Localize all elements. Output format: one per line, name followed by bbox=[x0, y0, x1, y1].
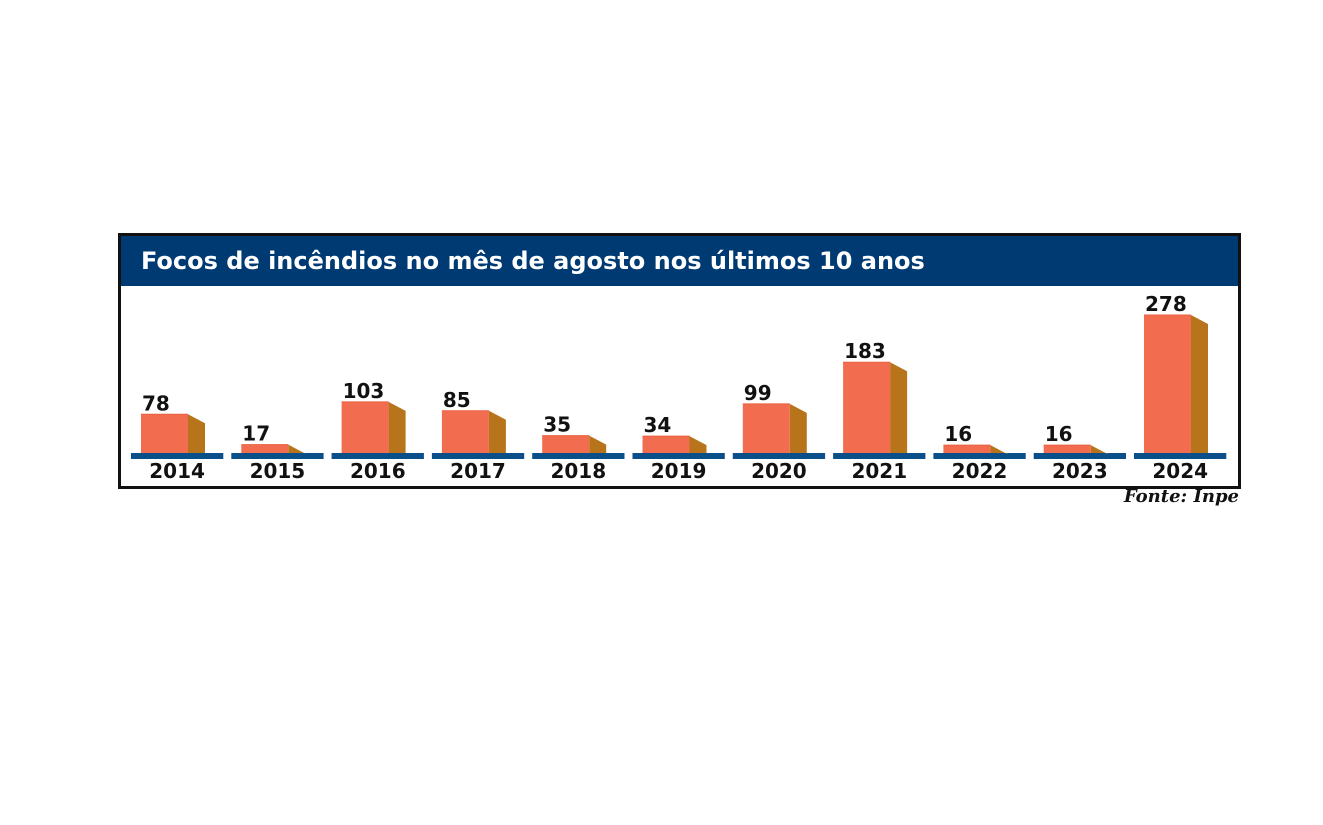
value-label: 78 bbox=[142, 391, 170, 415]
bar bbox=[241, 444, 289, 453]
value-label: 34 bbox=[644, 413, 672, 437]
category-label: 2020 bbox=[751, 459, 807, 483]
bar-side bbox=[589, 435, 607, 453]
bar bbox=[943, 445, 991, 453]
bar-side bbox=[689, 436, 707, 453]
bar-side bbox=[890, 362, 908, 453]
chart-title: Focos de incêndios no mês de agosto nos … bbox=[141, 247, 925, 275]
category-label: 2019 bbox=[651, 459, 707, 483]
value-label: 103 bbox=[343, 379, 385, 403]
bar-chart: 78 2014 17 2015 103 2016 85 2017 35 2018 34 2019 99 2… bbox=[131, 292, 1227, 483]
category-label: 2022 bbox=[952, 459, 1008, 483]
baseline-segment bbox=[331, 453, 424, 459]
value-label: 35 bbox=[543, 413, 571, 437]
baseline-segment bbox=[933, 453, 1026, 459]
category-label: 2023 bbox=[1052, 459, 1108, 483]
value-label: 278 bbox=[1145, 292, 1187, 316]
bar-side bbox=[288, 444, 306, 454]
bar bbox=[1144, 315, 1191, 453]
baseline-segment bbox=[532, 453, 625, 459]
bar bbox=[341, 401, 389, 453]
bar bbox=[441, 410, 489, 453]
baseline-segment bbox=[1134, 453, 1227, 459]
baseline-segment bbox=[131, 453, 224, 459]
baseline-segment bbox=[833, 453, 926, 459]
bar-side bbox=[1090, 445, 1108, 455]
bar-side bbox=[388, 401, 406, 453]
baseline-segment bbox=[732, 453, 826, 459]
source-note: Fonte: Inpe bbox=[1123, 486, 1239, 507]
bar bbox=[1043, 445, 1091, 453]
category-label: 2014 bbox=[149, 459, 205, 483]
baseline-segment bbox=[431, 453, 525, 459]
bar-side bbox=[789, 403, 807, 453]
value-label: 99 bbox=[744, 381, 772, 405]
bar bbox=[843, 362, 891, 453]
value-label: 16 bbox=[944, 422, 972, 446]
chart-header: Focos de incêndios no mês de agosto nos … bbox=[121, 236, 1238, 286]
chart-frame: Focos de incêndios no mês de agosto nos … bbox=[118, 233, 1241, 489]
bar bbox=[141, 414, 188, 453]
category-label: 2017 bbox=[450, 459, 506, 483]
category-label: 2016 bbox=[350, 459, 406, 483]
bar bbox=[642, 436, 690, 453]
bar bbox=[742, 403, 790, 453]
value-label: 183 bbox=[844, 339, 886, 363]
value-label: 85 bbox=[443, 388, 471, 412]
value-label: 16 bbox=[1045, 422, 1073, 446]
baseline-segment bbox=[231, 453, 324, 459]
value-label: 17 bbox=[242, 422, 270, 446]
bar-side bbox=[188, 414, 205, 453]
bar bbox=[542, 435, 590, 453]
category-label: 2018 bbox=[550, 459, 606, 483]
category-label: 2021 bbox=[851, 459, 907, 483]
category-label: 2015 bbox=[250, 459, 306, 483]
baseline-segment bbox=[1033, 453, 1126, 459]
bar-side bbox=[990, 445, 1008, 455]
bar-side bbox=[1191, 315, 1208, 453]
baseline-segment bbox=[632, 453, 725, 459]
category-label: 2024 bbox=[1152, 459, 1208, 483]
bar-side bbox=[488, 410, 506, 453]
